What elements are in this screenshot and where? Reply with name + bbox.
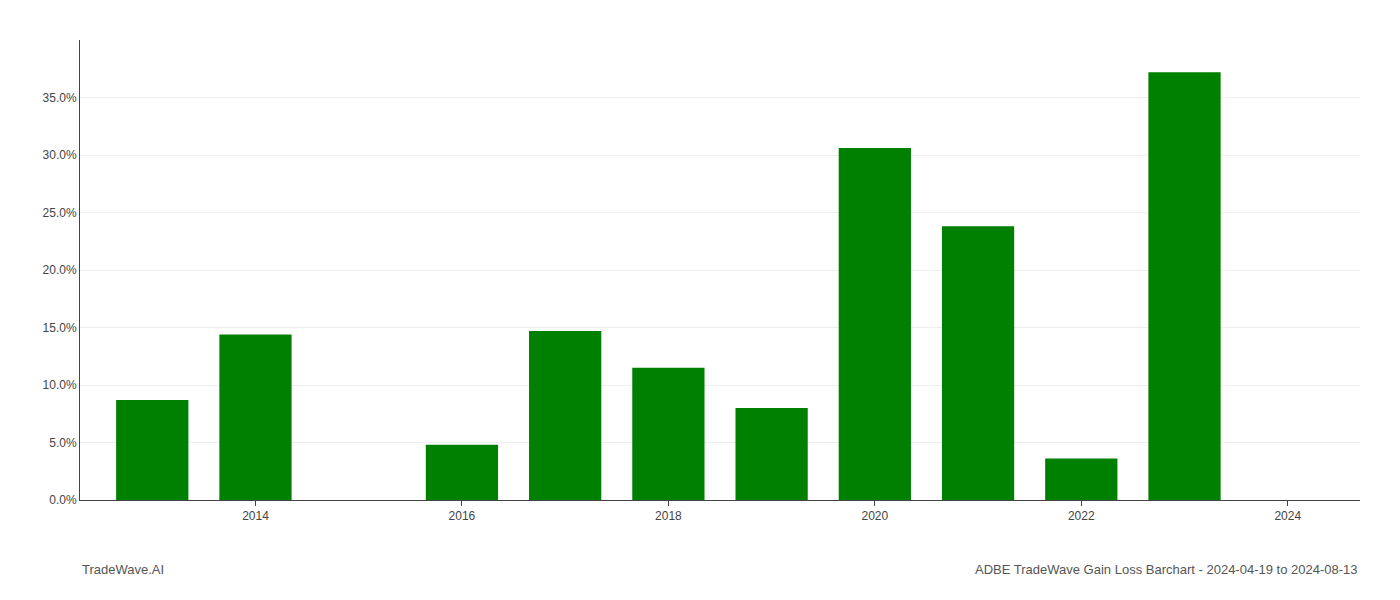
svg-text:2018: 2018 [655,509,682,523]
svg-text:TradeWave.AI: TradeWave.AI [82,562,164,577]
svg-text:10.0%: 10.0% [43,378,77,392]
svg-text:20.0%: 20.0% [43,263,77,277]
svg-text:2014: 2014 [242,509,269,523]
svg-text:2020: 2020 [861,509,888,523]
svg-text:35.0%: 35.0% [43,91,77,105]
svg-text:25.0%: 25.0% [43,206,77,220]
svg-text:2016: 2016 [449,509,476,523]
svg-text:2022: 2022 [1068,509,1095,523]
svg-text:2024: 2024 [1274,509,1301,523]
svg-text:15.0%: 15.0% [43,321,77,335]
svg-text:0.0%: 0.0% [49,493,77,507]
svg-text:ADBE TradeWave Gain Loss Barch: ADBE TradeWave Gain Loss Barchart - 2024… [975,562,1358,577]
svg-text:30.0%: 30.0% [43,148,77,162]
svg-text:5.0%: 5.0% [49,436,77,450]
